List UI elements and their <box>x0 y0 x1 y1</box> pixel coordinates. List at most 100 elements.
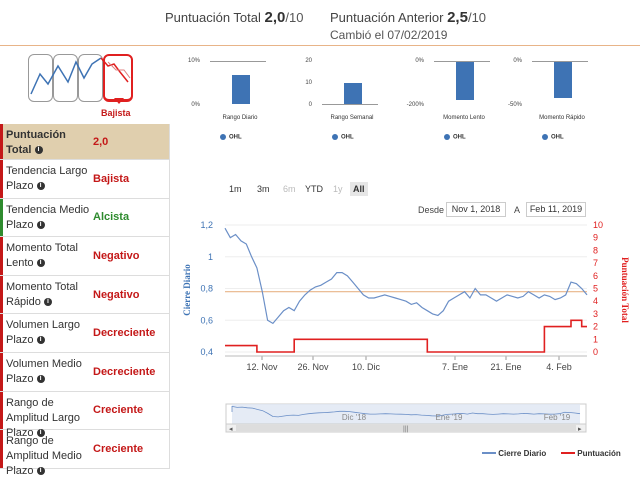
info-icon[interactable]: i <box>43 297 52 306</box>
indicator-label: Tendencia Largo Plazo i <box>6 164 92 194</box>
range-button[interactable]: All <box>350 182 368 196</box>
mini-ytick: -200% <box>406 102 424 108</box>
info-icon[interactable]: i <box>34 146 43 155</box>
indicator-label-text: Tendencia Medio Plazo <box>6 203 90 231</box>
navigator-label: Dic '18 <box>342 413 367 422</box>
indicator-label-text: Rango de Amplitud Largo Plazo <box>6 396 80 439</box>
indicator-label-text: Volumen Medio Plazo <box>6 357 82 385</box>
mini-legend[interactable]: OHL <box>220 134 242 141</box>
legend-cierre[interactable]: Cierre Diario <box>482 449 546 458</box>
trend-panel-bajista[interactable] <box>103 54 133 102</box>
info-icon[interactable]: i <box>36 220 45 229</box>
row-status-bar <box>0 430 3 468</box>
y2-tick-label: 9 <box>593 233 598 243</box>
legend-line-icon <box>482 452 496 454</box>
range-button[interactable]: 1m <box>229 184 242 194</box>
y2-tick-label: 1 <box>593 334 598 344</box>
legend-puntuacion[interactable]: Puntuación <box>561 449 621 458</box>
mini-bar[interactable] <box>344 83 362 104</box>
range-button[interactable]: YTD <box>305 184 323 194</box>
indicator-label: Momento Total Lento i <box>6 241 92 271</box>
indicator-sidebar: Puntuación Total i 2,0 Tendencia Largo Pla… <box>0 124 170 477</box>
y2-tick-label: 3 <box>593 309 598 319</box>
info-icon[interactable]: i <box>36 375 45 384</box>
mini-bar[interactable] <box>554 62 572 98</box>
indicator-label-text: Puntuación Total <box>6 129 66 156</box>
trend-panel-1[interactable] <box>28 54 53 102</box>
mini-bar[interactable] <box>232 74 250 104</box>
y2-tick-label: 4 <box>593 296 598 306</box>
indicator-row[interactable]: Tendencia Largo Plazo i Bajista <box>0 160 170 199</box>
y2-tick-label: 2 <box>593 322 598 332</box>
from-label: Desde <box>418 205 445 215</box>
mini-ytick: 10 <box>305 80 312 86</box>
scroll-left-icon: ◂ <box>229 426 233 433</box>
indicator-label: Tendencia Medio Plazo i <box>6 203 92 233</box>
indicator-row[interactable]: Momento Total Lento i Negativo <box>0 237 170 276</box>
navigator-scrollbar <box>225 423 587 433</box>
legend-cierre-label: Cierre Diario <box>498 449 547 458</box>
prev-score-label: Puntuación Anterior <box>330 10 444 25</box>
legend-dot-icon <box>332 134 338 140</box>
indicator-row[interactable]: Rango de Amplitud Largo Plazo i Creciente <box>0 391 170 439</box>
range-button[interactable]: 6m <box>283 184 296 194</box>
info-icon[interactable]: i <box>36 467 45 476</box>
navigator-label: Feb '19 <box>544 413 571 422</box>
indicator-row[interactable]: Rango de Amplitud Medio Plazo i Creciente <box>0 430 170 477</box>
info-icon[interactable]: i <box>36 428 45 437</box>
indicator-label: Volumen Medio Plazo i <box>6 357 92 387</box>
indicator-row[interactable]: Puntuación Total i 2,0 <box>0 124 170 160</box>
mini-chart: 0% -200% Momento Lento OHL <box>404 56 494 146</box>
mini-axis <box>434 61 490 62</box>
legend-dot-icon <box>220 134 226 140</box>
mini-legend[interactable]: OHL <box>332 134 354 141</box>
mini-chart-title: Momento Rápido <box>539 115 585 121</box>
trend-panel-3[interactable] <box>78 54 103 102</box>
scroll-grip-icon: ||| <box>403 426 409 433</box>
mini-legend[interactable]: OHL <box>542 134 564 141</box>
navigator-scrollbar-thumb <box>236 425 576 431</box>
total-score-label: Puntuación Total <box>165 10 261 25</box>
trend-selector <box>28 54 136 106</box>
mini-ytick: 0 <box>308 102 312 108</box>
mini-legend[interactable]: OHL <box>444 134 466 141</box>
info-icon[interactable]: i <box>36 336 45 345</box>
indicator-row[interactable]: Momento Total Rápido i Negativo <box>0 275 170 315</box>
series-cierre-diario <box>224 227 588 325</box>
trend-label: Bajista <box>101 108 131 118</box>
indicator-row[interactable]: Volumen Largo Plazo i Decreciente <box>0 314 170 353</box>
prev-score-suffix: /10 <box>467 10 487 25</box>
mini-chart-title: Rango Diario <box>222 115 258 121</box>
from-date-input[interactable]: Nov 1, 2018 <box>446 202 506 217</box>
row-status-bar <box>0 275 3 314</box>
x-tick-label: 7. Ene <box>442 362 468 372</box>
y-tick-label: 0,8 <box>200 284 213 294</box>
to-date-input[interactable]: Feb 11, 2019 <box>526 202 586 217</box>
mini-legend-label: OHL <box>551 134 564 141</box>
y2-tick-label: 0 <box>593 347 598 357</box>
info-icon[interactable]: i <box>36 259 45 268</box>
row-status-bar <box>0 314 3 352</box>
y2-tick-label: 6 <box>593 271 598 281</box>
mini-chart-title: Rango Semanal <box>330 115 374 121</box>
x-tick-label: 12. Nov <box>246 362 278 372</box>
indicator-value: Alcista <box>93 211 130 224</box>
indicator-row[interactable]: Tendencia Medio Plazo i Alcista <box>0 198 170 238</box>
range-button[interactable]: 3m <box>257 184 270 194</box>
indicator-row[interactable]: Volumen Medio Plazo i Decreciente <box>0 352 170 392</box>
range-button[interactable]: 1y <box>333 184 343 194</box>
mini-legend-label: OHL <box>341 134 354 141</box>
y-tick-label: 1,2 <box>200 220 213 230</box>
y-axis-label: Cierre Diario <box>182 264 192 316</box>
x-tick-label: 26. Nov <box>297 362 329 372</box>
mini-axis <box>532 61 588 62</box>
legend-dot-icon <box>444 134 450 140</box>
indicator-label: Volumen Largo Plazo i <box>6 318 92 348</box>
row-status-bar <box>0 352 3 391</box>
indicator-value: Decreciente <box>93 327 156 340</box>
trend-line-icon <box>30 57 131 104</box>
legend-dot-icon <box>542 134 548 140</box>
mini-ytick: 0% <box>191 102 200 108</box>
info-icon[interactable]: i <box>36 182 45 191</box>
mini-bar[interactable] <box>456 62 474 100</box>
